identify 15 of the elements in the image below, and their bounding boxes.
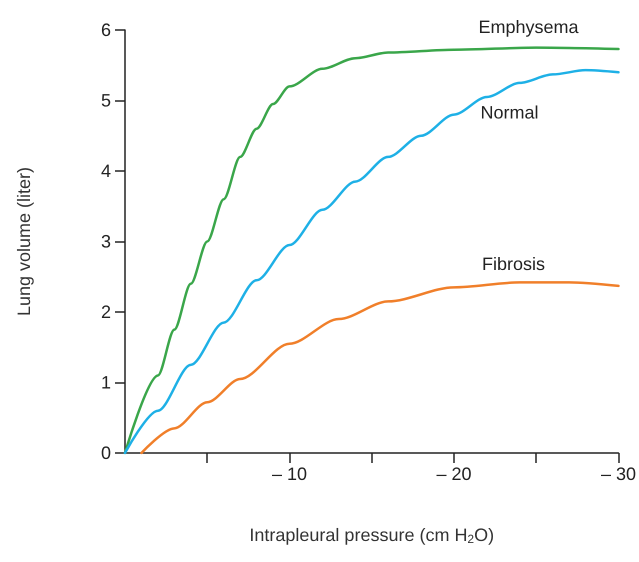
y-tick-label: 4 <box>100 161 111 181</box>
x-tick-label: – 10 <box>272 464 308 484</box>
y-tick-label: 2 <box>100 302 111 322</box>
series-label: Normal <box>480 102 538 122</box>
x-tick-label: – 20 <box>436 464 472 484</box>
y-tick-label: 6 <box>100 20 111 40</box>
y-axis-title: Lung volume (liter) <box>14 166 34 316</box>
y-tick-label: 3 <box>100 232 111 252</box>
x-tick-label: – 30 <box>600 464 636 484</box>
y-tick-label: 0 <box>100 443 111 463</box>
y-tick-label: 5 <box>100 90 111 110</box>
line-series <box>140 281 620 454</box>
series-label: Fibrosis <box>482 254 545 274</box>
y-tick-label: 1 <box>100 372 111 392</box>
series-label: Emphysema <box>478 17 580 38</box>
